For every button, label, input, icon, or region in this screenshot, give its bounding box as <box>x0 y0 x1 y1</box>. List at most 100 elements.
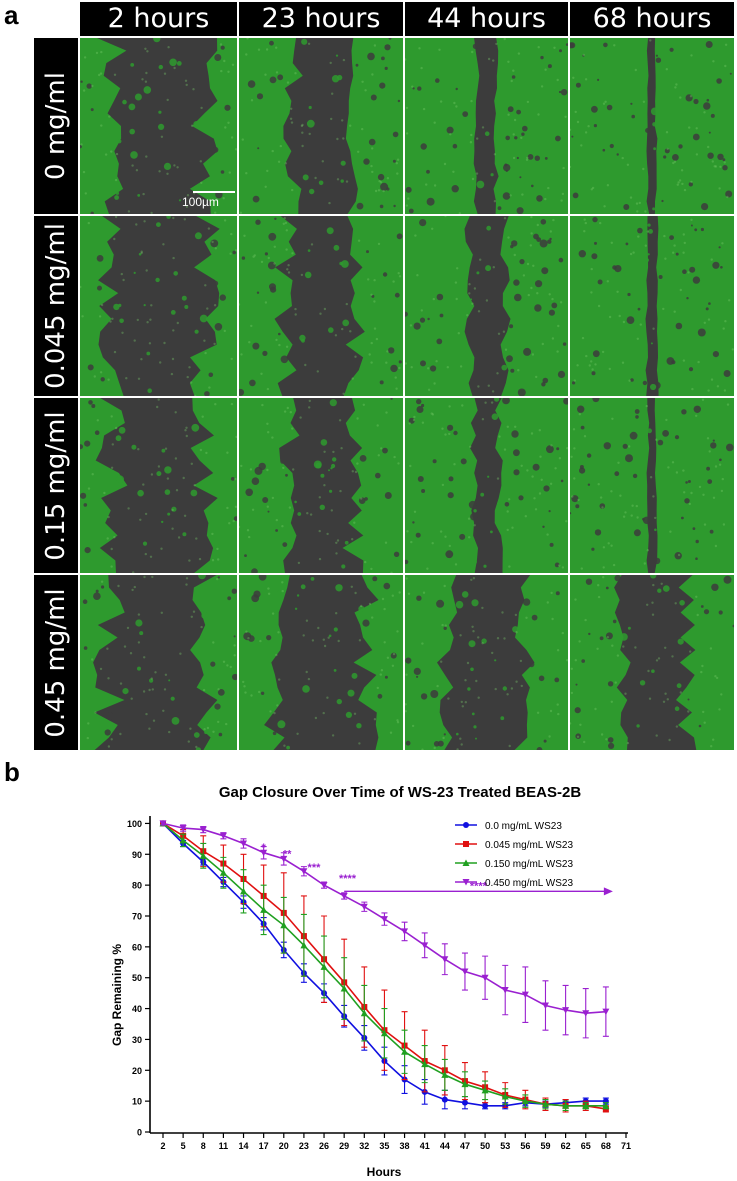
x-tick-label: 44 <box>440 1141 450 1151</box>
x-tick-label: 47 <box>460 1141 470 1151</box>
micrograph-tile <box>570 575 734 750</box>
data-point <box>441 1071 449 1078</box>
x-tick-label: 41 <box>420 1141 430 1151</box>
data-point <box>360 903 368 911</box>
data-point <box>482 1102 489 1109</box>
micrograph-tile <box>80 575 237 750</box>
arrow-head <box>603 887 613 896</box>
legend-entry: 0.0 mg/mL WS23 <box>485 821 562 832</box>
x-tick-label: 5 <box>181 1141 186 1151</box>
micrograph-tile <box>239 38 403 214</box>
data-point <box>461 1099 468 1106</box>
data-point <box>300 868 308 875</box>
gap-closure-chart: Gap Closure Over Time of WS-23 Treated B… <box>110 784 631 1179</box>
legend-entry: 0.450 mg/mL WS23 <box>485 878 573 889</box>
data-point <box>260 849 268 857</box>
data-point <box>602 1008 610 1016</box>
data-point <box>421 942 429 949</box>
data-point <box>501 987 509 994</box>
data-point <box>562 1007 570 1014</box>
data-point <box>541 1100 549 1108</box>
data-point <box>300 941 308 949</box>
micrograph-tile <box>80 398 237 573</box>
data-point <box>179 836 187 844</box>
micrograph-tile <box>405 216 568 396</box>
data-point <box>461 968 469 976</box>
column-header-68h: 68 hours <box>570 2 734 36</box>
significance-marker: *** <box>308 862 322 874</box>
data-point <box>179 825 187 832</box>
x-tick-label: 65 <box>581 1141 591 1151</box>
scale-bar-label: 100µm <box>182 195 219 209</box>
legend-entry: 0.150 mg/mL WS23 <box>485 859 573 870</box>
y-tick-label: 40 <box>132 1004 142 1014</box>
data-point <box>280 921 288 929</box>
micrograph-tile <box>405 575 568 750</box>
x-tick-label: 29 <box>339 1141 349 1151</box>
x-tick-label: 71 <box>621 1141 631 1151</box>
y-axis-label: Gap Remaining % <box>110 944 124 1046</box>
micrograph-tile <box>239 216 403 396</box>
data-point <box>159 820 167 827</box>
micrograph-tile <box>239 398 403 573</box>
micrograph-tile <box>80 216 237 396</box>
data-point <box>421 1060 429 1068</box>
data-point <box>380 1029 388 1037</box>
x-tick-label: 8 <box>201 1141 206 1151</box>
data-point <box>340 892 348 900</box>
data-point <box>320 963 328 970</box>
y-tick-label: 30 <box>132 1035 142 1045</box>
panel-b-label: b <box>4 757 20 787</box>
data-point <box>582 1102 590 1109</box>
data-point <box>199 826 207 834</box>
data-point <box>582 1010 590 1017</box>
significance-marker: * <box>262 842 267 854</box>
x-tick-label: 11 <box>219 1141 229 1151</box>
data-point <box>199 852 207 859</box>
data-point <box>461 1080 469 1088</box>
y-tick-label: 80 <box>132 881 142 891</box>
data-point <box>462 859 470 866</box>
column-header-23h: 23 hours <box>239 2 403 36</box>
row-label-0045: 0.045 mg/ml <box>34 216 78 396</box>
micrograph-tile <box>405 38 568 214</box>
axes: 0 10 20 30 40 50 60 70 80 90 100 2 5 8 11 14 17 20 23 26 29 3… <box>127 816 631 1151</box>
row-label-045: 0.45 mg/ml <box>34 575 78 750</box>
column-header-44h: 44 hours <box>405 2 568 36</box>
y-tick-label: 0 <box>137 1128 142 1138</box>
micrograph-tile <box>239 575 403 750</box>
series-group <box>159 820 610 1039</box>
micrograph-tile <box>80 38 237 214</box>
legend: 0.0 mg/mL WS23 0.045 mg/mL WS23 0.150 mg/m… <box>455 821 573 889</box>
data-point <box>240 887 248 895</box>
data-point <box>463 841 469 847</box>
x-tick-label: 17 <box>259 1141 269 1151</box>
x-tick-label: 50 <box>480 1141 490 1151</box>
data-point <box>521 1097 529 1105</box>
data-point <box>541 1002 549 1009</box>
data-point <box>501 1093 509 1100</box>
data-point <box>562 1102 570 1109</box>
data-point <box>481 974 489 982</box>
data-point <box>481 1086 489 1094</box>
plot-area: ************** <box>159 819 613 1113</box>
significance-marker: **** <box>470 881 488 893</box>
y-tick-label: 100 <box>127 819 142 829</box>
column-header-2h: 2 hours <box>80 2 237 36</box>
y-tick-label: 10 <box>132 1097 142 1107</box>
chart-title: Gap Closure Over Time of WS-23 Treated B… <box>219 784 581 801</box>
y-tick-label: 20 <box>132 1066 142 1076</box>
data-point <box>463 822 469 828</box>
y-tick-label: 70 <box>132 912 142 922</box>
data-point <box>260 906 268 913</box>
significance-marker: **** <box>339 873 357 885</box>
micrograph-tile <box>570 216 734 396</box>
significance-marker: ** <box>283 848 292 860</box>
data-point <box>380 916 388 923</box>
y-tick-label: 90 <box>132 850 142 860</box>
y-tick-label: 60 <box>132 942 142 952</box>
data-point <box>441 1096 448 1103</box>
scale-bar <box>193 191 235 193</box>
x-tick-label: 14 <box>239 1141 249 1151</box>
x-tick-label: 68 <box>601 1141 611 1151</box>
